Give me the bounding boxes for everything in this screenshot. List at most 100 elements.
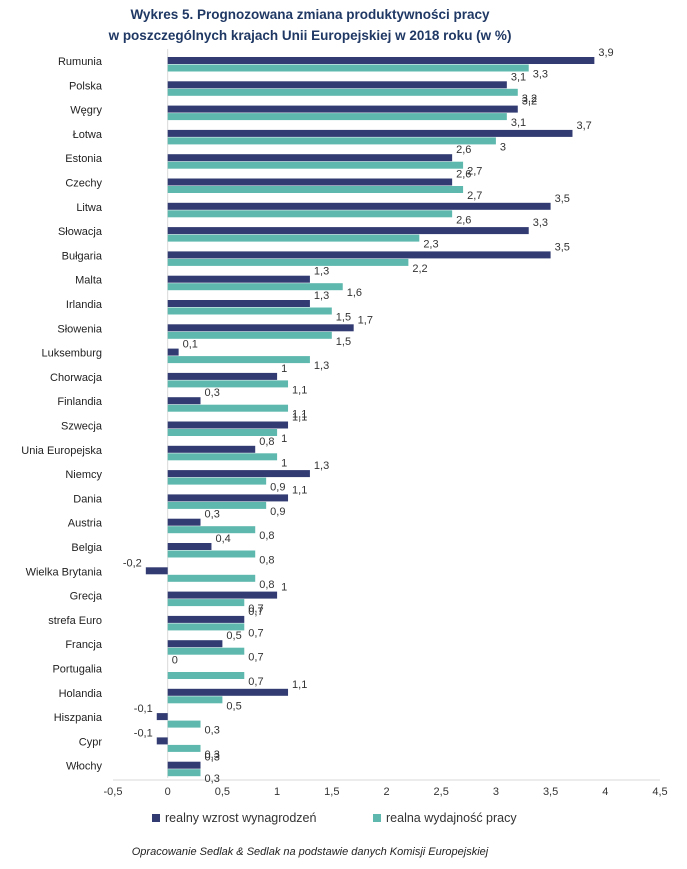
data-label: 0,3 (205, 752, 220, 764)
category-label: Unia Europejska (21, 445, 103, 457)
data-label: 0,3 (205, 387, 220, 399)
legend-swatch (152, 814, 160, 822)
bar-wages (167, 227, 529, 235)
data-label: 2,7 (467, 190, 482, 202)
bar-wages (167, 105, 518, 113)
legend-label: realna wydajność pracy (386, 811, 517, 825)
chart-title: Wykres 5. Prognozowana zmiana produktywn… (0, 4, 620, 46)
bar-productivity (167, 283, 343, 291)
bar-productivity (167, 647, 245, 655)
bar-productivity (167, 574, 256, 582)
bar-productivity (167, 307, 332, 315)
bar-productivity (167, 186, 464, 193)
data-label: 1,1 (292, 484, 307, 496)
category-label: Francja (65, 639, 103, 651)
data-label: 0,3 (205, 725, 220, 737)
bar-wages (167, 397, 201, 405)
data-label: 1,3 (314, 360, 329, 372)
data-label: 0,8 (259, 579, 274, 591)
data-label: 0,3 (205, 749, 220, 761)
bar-wages (167, 154, 453, 162)
bar-wages (167, 202, 551, 210)
data-label: 2,2 (412, 263, 427, 275)
chart-title-line-1: Wykres 5. Prognozowana zmiana produktywn… (130, 7, 490, 22)
bar-wages (167, 421, 289, 429)
category-label: Dania (73, 493, 103, 505)
data-label: 2,3 (423, 239, 438, 251)
category-label: Austria (68, 518, 103, 530)
x-tick-label: 3,5 (543, 786, 558, 798)
data-label: 0,8 (259, 530, 274, 542)
data-label: 0,3 (205, 773, 220, 785)
bar-productivity (167, 234, 420, 242)
bar-wages (167, 591, 278, 599)
data-label: 3,3 (533, 69, 548, 81)
data-label: 3,5 (555, 193, 570, 205)
data-label: 0,1 (183, 339, 198, 351)
category-label: Wielka Brytania (26, 566, 103, 578)
bar-wages (167, 543, 212, 550)
category-label: Chorwacja (50, 372, 103, 384)
category-label: Łotwa (73, 129, 103, 141)
data-label: 2,7 (467, 166, 482, 178)
data-label: 0 (172, 655, 178, 667)
bar-wages (156, 713, 168, 721)
data-label: 1,1 (292, 679, 307, 691)
category-label: Portugalia (52, 664, 102, 676)
data-label: 1,3 (314, 290, 329, 302)
category-label: strefa Euro (48, 615, 102, 627)
bar-wages (167, 178, 453, 186)
x-tick-label: -0,5 (104, 786, 123, 798)
bar-productivity (167, 696, 223, 704)
x-tick-label: 2 (383, 786, 389, 798)
data-label: 0,7 (248, 652, 263, 664)
data-label: 2,6 (456, 169, 471, 181)
category-label: Irlandia (66, 299, 103, 311)
bar-wages (167, 348, 179, 356)
bar-wages (167, 300, 310, 307)
x-tick-label: 1,5 (324, 786, 339, 798)
bar-productivity (167, 769, 201, 777)
source-note: Opracowanie Sedlak & Sedlak na podstawie… (131, 846, 489, 858)
bar-productivity (167, 137, 496, 145)
category-label: Cypr (79, 736, 103, 748)
bar-wages (167, 640, 223, 648)
data-label: 3,1 (511, 71, 526, 83)
category-label: Holandia (59, 688, 103, 700)
data-label: 1,3 (314, 266, 329, 278)
x-tick-label: 2,5 (434, 786, 449, 798)
data-label: -0,1 (134, 703, 153, 715)
category-label: Malta (75, 275, 103, 287)
category-label: Bułgaria (62, 250, 103, 262)
category-label: Belgia (71, 542, 102, 554)
bar-wages (167, 494, 289, 502)
bar-wages (145, 567, 168, 575)
bar-productivity (167, 161, 464, 169)
category-label: Szwecja (61, 421, 103, 433)
data-label: 1,5 (336, 336, 351, 348)
bar-wages (156, 737, 168, 745)
x-tick-label: 0,5 (215, 786, 230, 798)
category-label: Czechy (65, 178, 102, 190)
data-label: 0,8 (259, 555, 274, 567)
bar-wages (167, 518, 201, 526)
data-label: 0,5 (226, 630, 241, 642)
data-label: 1,3 (314, 460, 329, 472)
category-label: Finlandia (57, 396, 103, 408)
bar-productivity (167, 210, 453, 218)
bar-productivity (167, 380, 289, 388)
chart-title-line-2: w poszczególnych krajach Unii Europejski… (108, 28, 512, 43)
data-label: 1 (281, 457, 287, 469)
category-label: Włochy (66, 761, 103, 773)
category-label: Litwa (76, 202, 103, 214)
bar-productivity (167, 356, 310, 364)
bar-productivity (167, 88, 518, 96)
bar-wages (167, 324, 354, 332)
bar-wages (167, 688, 289, 696)
category-label: Słowacja (58, 226, 103, 238)
data-label: 0,4 (215, 533, 230, 545)
data-label: 3,2 (522, 96, 537, 108)
bar-productivity (167, 64, 529, 72)
bar-productivity (167, 113, 507, 121)
